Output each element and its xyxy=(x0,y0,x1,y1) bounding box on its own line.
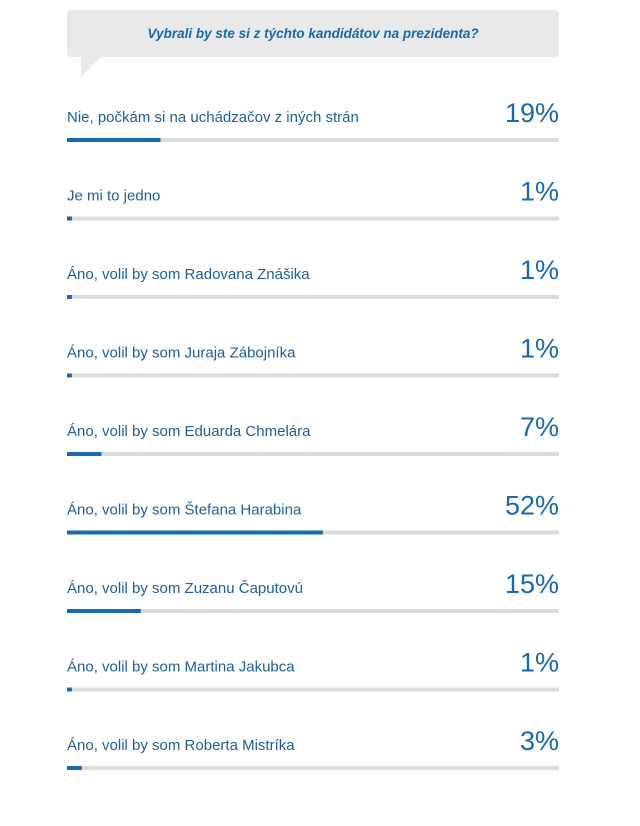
option-label: Áno, volil by som Radovana Znášika xyxy=(67,266,310,283)
option-label: Áno, volil by som Martina Jakubca xyxy=(67,659,295,676)
bar-fill xyxy=(67,216,72,221)
option-percent: 1% xyxy=(520,177,559,207)
bar-track xyxy=(67,766,559,770)
bar-fill xyxy=(67,530,323,535)
poll-option: Áno, volil by som Štefana Harabina 52% xyxy=(67,491,559,535)
option-label: Áno, volil by som Juraja Zábojníka xyxy=(67,345,296,362)
bar-fill xyxy=(67,766,82,770)
bar-fill xyxy=(67,295,72,299)
poll-option: Áno, volil by som Juraja Zábojníka 1% xyxy=(67,334,559,378)
bar-track xyxy=(67,138,559,142)
option-percent: 7% xyxy=(520,412,559,442)
option-label: Áno, volil by som Roberta Mistríka xyxy=(67,737,295,754)
option-percent: 1% xyxy=(520,648,559,678)
option-percent: 1% xyxy=(520,255,559,285)
option-label: Je mi to jedno xyxy=(67,188,160,205)
poll-option: Áno, volil by som Eduarda Chmelára 7% xyxy=(67,412,559,456)
bar-track xyxy=(67,609,559,613)
bar-fill xyxy=(67,452,102,456)
option-percent: 19% xyxy=(505,98,559,128)
bar-fill xyxy=(67,687,72,692)
bar-fill xyxy=(67,609,141,613)
poll-option: Áno, volil by som Radovana Znášika 1% xyxy=(67,255,559,299)
poll-option: Áno, volil by som Martina Jakubca 1% xyxy=(67,648,559,692)
bubble-tail xyxy=(81,57,101,77)
bar-track xyxy=(67,295,559,299)
poll-option: Áno, volil by som Zuzanu Čaputovú 15% xyxy=(67,569,559,613)
bar-track xyxy=(67,452,559,456)
poll-option: Áno, volil by som Roberta Mistríka 3% xyxy=(67,726,559,770)
option-percent: 3% xyxy=(520,726,559,756)
bar-fill xyxy=(67,373,72,378)
option-percent: 52% xyxy=(505,491,559,521)
option-label: Áno, volil by som Zuzanu Čaputovú xyxy=(67,580,303,597)
poll-question: Vybrali by ste si z týchto kandidátov na… xyxy=(147,26,479,41)
option-percent: 1% xyxy=(520,334,559,364)
poll-option: Je mi to jedno 1% xyxy=(67,177,559,221)
option-label: Áno, volil by som Eduarda Chmelára xyxy=(67,423,311,440)
option-percent: 15% xyxy=(505,569,559,599)
bar-track xyxy=(67,373,559,378)
option-label: Áno, volil by som Štefana Harabina xyxy=(67,502,302,519)
bar-track xyxy=(67,687,559,692)
bar-track xyxy=(67,216,559,221)
poll-option: Nie, počkám si na uchádzačov z iných str… xyxy=(67,98,559,142)
question-bubble: Vybrali by ste si z týchto kandidátov na… xyxy=(67,10,559,57)
option-label: Nie, počkám si na uchádzačov z iných str… xyxy=(67,109,359,126)
bar-fill xyxy=(67,138,161,142)
